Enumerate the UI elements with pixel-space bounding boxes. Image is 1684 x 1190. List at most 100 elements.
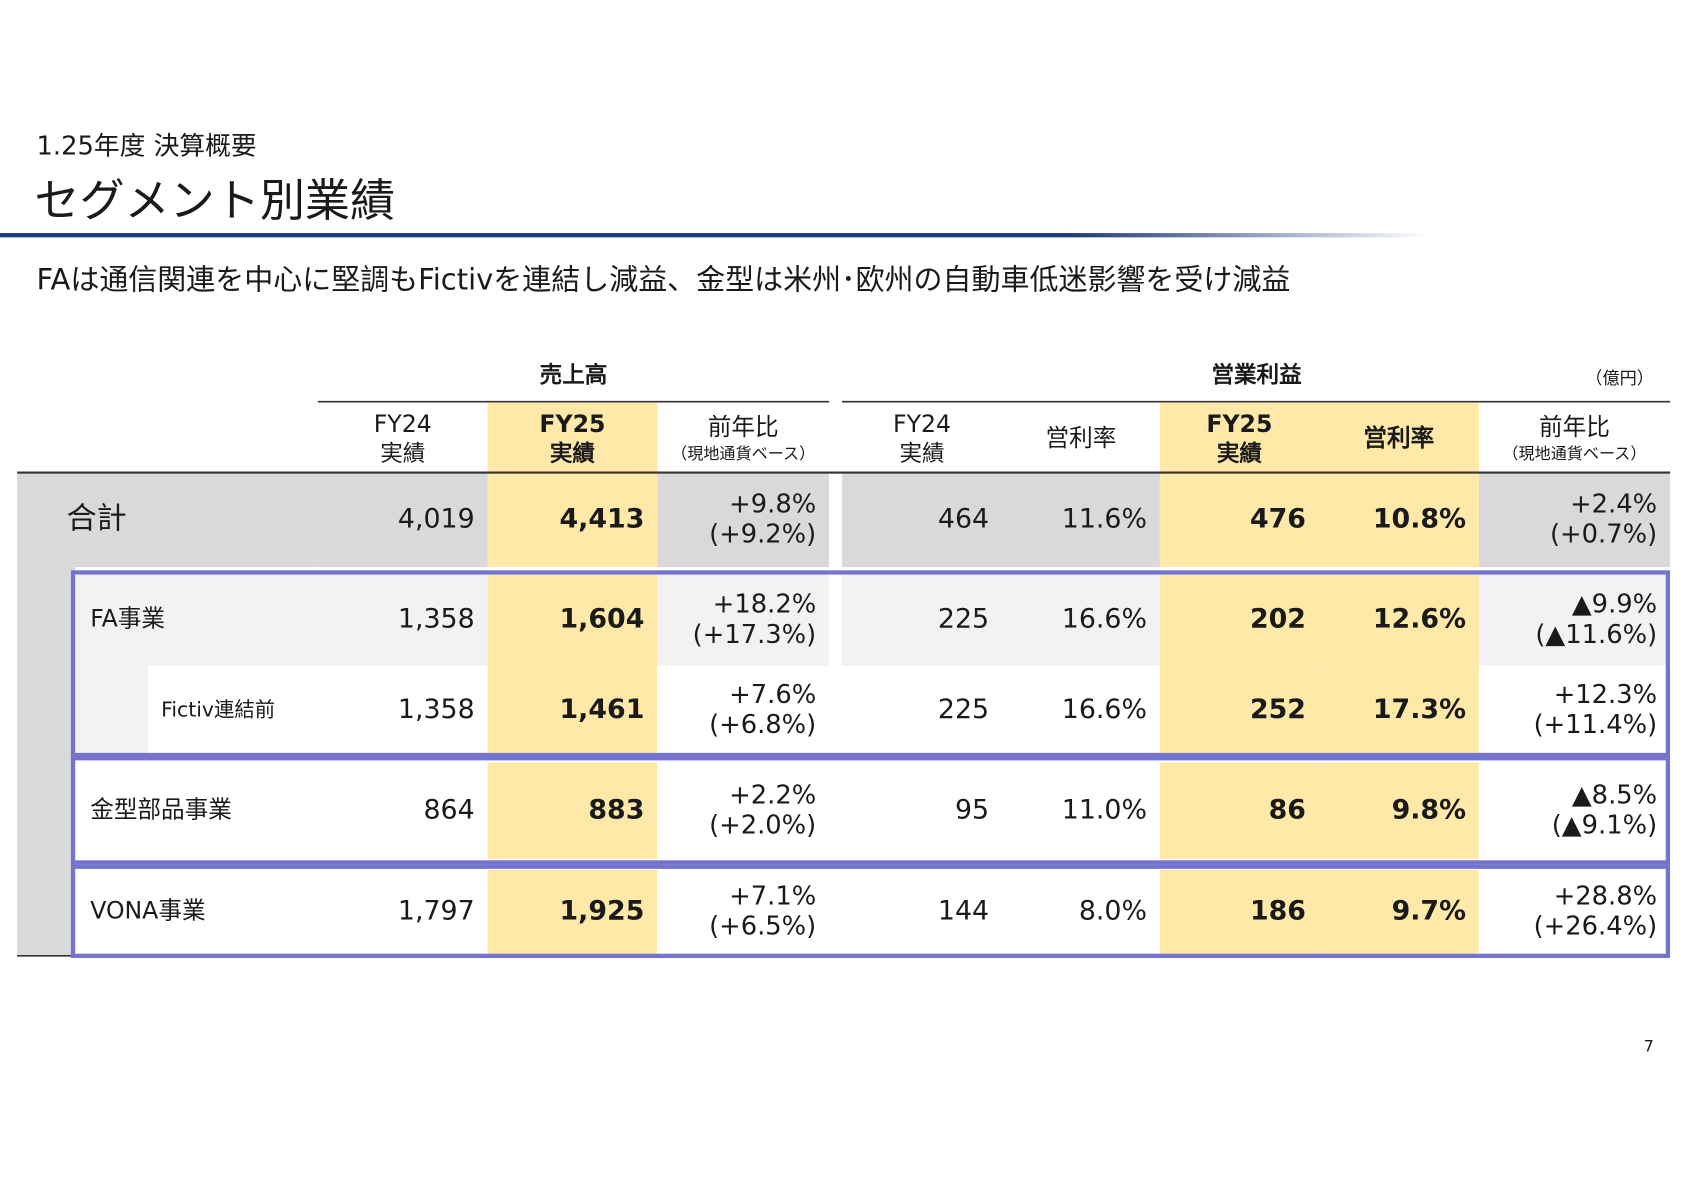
cell-value: +2.2% — [729, 780, 816, 810]
cell-bg — [657, 472, 830, 568]
column-header: 実績 — [1217, 440, 1263, 467]
cell-value: (+0.7%) — [1550, 519, 1657, 549]
cell-bg — [1002, 665, 1160, 756]
cell-bg — [1478, 472, 1671, 568]
group-header: 売上高 — [540, 361, 608, 388]
cell-bg — [317, 762, 488, 860]
column-header: （現地通貨ベース） — [671, 444, 815, 463]
cell-bg — [842, 665, 1003, 756]
cell-bg — [1478, 574, 1671, 666]
row-label: VONA事業 — [90, 896, 205, 924]
cell-value: 476 — [1250, 503, 1306, 534]
cell-bg — [487, 665, 658, 756]
cell-value: 225 — [938, 694, 989, 725]
cell-value: 1,604 — [560, 604, 645, 635]
page-number: 7 — [1644, 1037, 1654, 1056]
column-header: 実績 — [550, 440, 596, 467]
cell-value: 11.6% — [1062, 503, 1147, 534]
cell-value: 17.3% — [1373, 694, 1466, 725]
cell-value: +9.8% — [729, 489, 816, 519]
cell-bg — [842, 869, 1003, 954]
cell-bg — [842, 762, 1003, 860]
cell-value: +18.2% — [713, 590, 816, 620]
section: 1.25年度 決算概要 — [37, 132, 257, 162]
header-highlight — [1159, 402, 1319, 473]
cell-value: 1,358 — [398, 604, 475, 635]
cell-bg — [1478, 869, 1671, 954]
left-strip — [17, 567, 76, 956]
cell-bg — [842, 472, 1003, 568]
cell-bg — [1159, 762, 1319, 860]
cell-bg — [487, 472, 658, 568]
cell-value: 186 — [1250, 895, 1306, 926]
cell-value: 144 — [938, 895, 989, 926]
cell-value: 12.6% — [1373, 604, 1466, 635]
cell-value: +12.3% — [1554, 680, 1657, 710]
cell-value: 464 — [938, 503, 989, 534]
column-header: 前年比 — [1539, 413, 1610, 441]
cell-value: +7.1% — [729, 881, 816, 911]
row-label: FA事業 — [90, 605, 165, 633]
cell-value: 16.6% — [1062, 604, 1147, 635]
column-header: 営利率 — [1363, 424, 1434, 452]
cell-bg — [1159, 665, 1319, 756]
cell-value: 86 — [1269, 794, 1306, 825]
cell-bg — [1002, 869, 1160, 954]
title: セグメント別業績 — [34, 174, 395, 227]
cell-value: (+9.2%) — [709, 519, 816, 549]
cell-value: 1,925 — [560, 895, 645, 926]
cell-value: 202 — [1250, 604, 1306, 635]
subtitle: FAは通信関連を中心に堅調もFictivを連結し減益、金型は米州･欧州の自動車低… — [37, 262, 1291, 296]
cell-value: (+2.0%) — [709, 810, 816, 840]
column-header: 実績 — [899, 441, 944, 467]
row-label: Fictiv連結前 — [161, 697, 275, 721]
label-cell — [148, 665, 318, 756]
unit: （億円） — [1585, 369, 1654, 389]
cell-value: (+26.4%) — [1534, 911, 1658, 941]
label-cell — [75, 574, 318, 666]
label-cell — [75, 869, 318, 954]
cell-bg — [1002, 762, 1160, 860]
cell-value: +28.8% — [1554, 881, 1657, 911]
cell-bg — [657, 665, 830, 756]
cell-bg — [1318, 472, 1479, 568]
cell-bg — [487, 762, 658, 860]
cell-value: (▲11.6%) — [1535, 620, 1657, 650]
cell-bg — [1478, 762, 1671, 860]
segment-frame — [70, 570, 1671, 758]
cell-bg — [487, 574, 658, 666]
cell-bg — [1159, 574, 1319, 666]
cell-value: 4,413 — [560, 503, 645, 534]
segment-frame — [70, 864, 1671, 959]
cell-value: 864 — [423, 794, 474, 825]
cell-value: 1,797 — [398, 895, 475, 926]
cell-value: ▲9.9% — [1572, 590, 1657, 620]
cell-value: (+6.8%) — [709, 710, 816, 740]
cell-bg — [1318, 762, 1479, 860]
cell-value: (▲9.1%) — [1552, 810, 1657, 840]
cell-bg — [1159, 472, 1319, 568]
cell-bg — [487, 869, 658, 954]
gap-cell — [829, 472, 842, 568]
column-header: FY24 — [374, 410, 432, 438]
segment-frame — [70, 756, 1671, 865]
column-header: 実績 — [380, 441, 425, 467]
cell-bg — [1318, 869, 1479, 954]
cell-bg — [842, 574, 1003, 666]
cell-value: 252 — [1250, 694, 1306, 725]
cell-bg — [1002, 472, 1160, 568]
cell-bg — [657, 574, 830, 666]
column-header: FY25 — [539, 410, 605, 438]
column-header: 前年比 — [708, 413, 779, 441]
column-header: FY25 — [1206, 410, 1272, 438]
indent-cell — [75, 665, 149, 756]
cell-value: 8.0% — [1079, 895, 1147, 926]
cell-bg — [317, 665, 488, 756]
cell-value: 10.8% — [1373, 503, 1466, 534]
title-underline — [0, 233, 1429, 238]
header-highlight — [487, 402, 658, 473]
cell-bg — [1318, 574, 1479, 666]
cell-value: 1,358 — [398, 694, 475, 725]
cell-bg — [1318, 665, 1479, 756]
group-header: 営業利益 — [1211, 361, 1301, 388]
